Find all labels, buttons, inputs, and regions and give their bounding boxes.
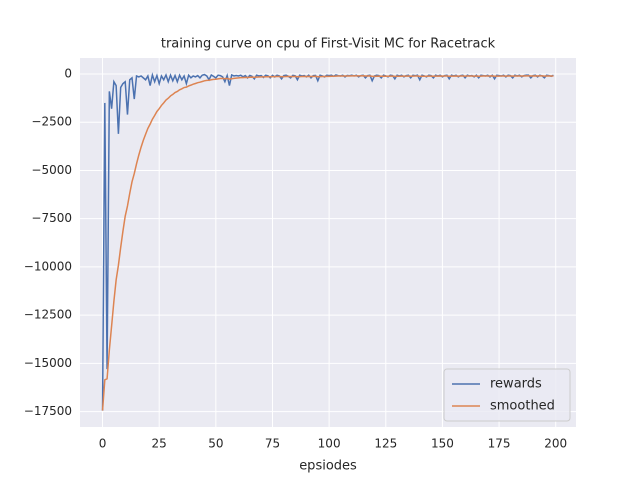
x-axis-label: epsiodes xyxy=(299,459,357,474)
legend-label: smoothed xyxy=(490,399,555,414)
x-tick-label: 75 xyxy=(265,437,280,451)
x-tick-label: 200 xyxy=(544,437,567,451)
y-tick-label: −7500 xyxy=(31,211,72,225)
line-series xyxy=(101,72,554,411)
y-tick-label: 0 xyxy=(64,67,72,81)
y-tick-label: −5000 xyxy=(31,163,72,177)
legend-label: rewards xyxy=(490,377,542,392)
x-tick-label: 150 xyxy=(431,437,454,451)
y-tick-label: −12500 xyxy=(24,308,72,322)
plot-area xyxy=(80,58,576,427)
y-tick-label: −17500 xyxy=(24,404,72,418)
x-tick-label: 100 xyxy=(318,437,341,451)
y-tick-label: −10000 xyxy=(24,259,72,273)
x-tick-label: 175 xyxy=(488,437,511,451)
line-series xyxy=(101,75,554,411)
x-tick-label: 50 xyxy=(208,437,223,451)
x-tick-label: 125 xyxy=(374,437,397,451)
y-tick-label: −15000 xyxy=(24,356,72,370)
x-tick-label: 25 xyxy=(152,437,167,451)
legend-box xyxy=(443,368,571,422)
x-tick-label: 0 xyxy=(99,437,107,451)
y-tick-label: −2500 xyxy=(31,115,72,129)
chart-title: training curve on cpu of First-Visit MC … xyxy=(161,37,496,52)
